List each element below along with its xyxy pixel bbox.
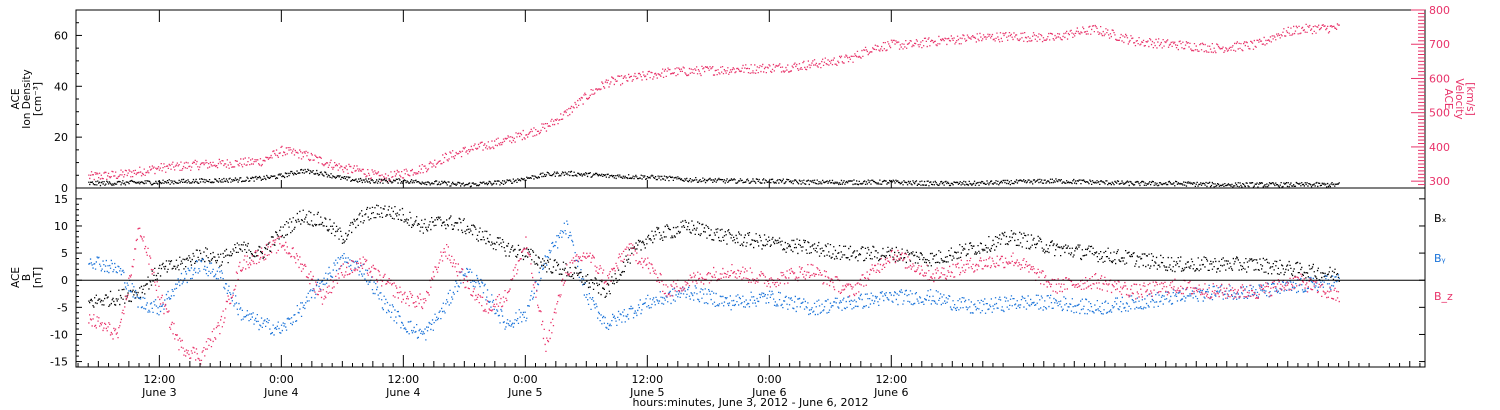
density-axis-title: ACE — [10, 89, 22, 110]
x-tick-time-label: 0:00 — [513, 373, 538, 386]
x-tick-time-label: 12:00 — [144, 373, 176, 386]
velocity-points — [88, 23, 1340, 183]
x-axis-label: hours:minutes, June 3, 2012 - June 6, 20… — [633, 396, 869, 409]
b-tick-label: -10 — [50, 328, 68, 341]
velocity-tick-label: 800 — [1429, 4, 1450, 17]
density-tick-label: 20 — [54, 131, 68, 144]
b-legend-entry: B_z — [1434, 290, 1453, 303]
x-tick-date-label: June 4 — [385, 386, 420, 399]
x-tick-time-label: 12:00 — [875, 373, 907, 386]
labels-layer: 0 20 40 60 300 400 500 600 700 800 -15 -10 -5 0 5 10 15 1… — [10, 4, 1476, 409]
velocity-tick-label: 700 — [1429, 38, 1450, 51]
b-axis-title: B — [21, 274, 33, 281]
density-tick-label: 40 — [54, 80, 68, 93]
density-axis-title: [cm⁻³] — [32, 82, 44, 116]
x-tick-date-label: June 5 — [629, 386, 664, 399]
x-tick-time-label: 12:00 — [387, 373, 419, 386]
b-legend-entry: Bₓ — [1434, 212, 1447, 225]
axes-layer — [75, 9, 1426, 368]
velocity-tick-label: 400 — [1429, 141, 1450, 154]
density-axis-title: Ion Density — [21, 69, 33, 128]
b-tick-label: 5 — [61, 247, 68, 260]
bz-points — [88, 227, 1340, 365]
x-tick-date-label: June 3 — [141, 386, 176, 399]
velocity-tick-label: 500 — [1429, 107, 1450, 120]
density-tick-label: 0 — [61, 182, 68, 195]
velocity-axis-title: ACE — [1442, 89, 1454, 110]
density-points — [88, 168, 1340, 188]
plasma-series-layer — [88, 23, 1340, 188]
bx-points — [88, 204, 1340, 308]
b-tick-label: 0 — [61, 274, 68, 287]
b-axis-title: [nT] — [32, 267, 44, 288]
b-tick-label: -5 — [57, 301, 68, 314]
x-tick-time-label: 0:00 — [757, 373, 782, 386]
b-tick-label: -15 — [50, 356, 68, 369]
b-tick-label: 10 — [54, 220, 68, 233]
x-tick-date-label: June 6 — [751, 386, 786, 399]
velocity-tick-label: 600 — [1429, 72, 1450, 85]
b-axis-title: ACE — [10, 267, 22, 288]
velocity-axis-title: Velocity — [1453, 78, 1465, 119]
magnetic-series-layer — [88, 204, 1340, 365]
velocity-tick-label: 300 — [1429, 175, 1450, 188]
x-tick-date-label: June 6 — [873, 386, 908, 399]
x-tick-time-label: 12:00 — [631, 373, 663, 386]
velocity-axis-title: [km/s] — [1464, 82, 1476, 116]
x-tick-date-label: June 4 — [263, 386, 298, 399]
density-tick-label: 60 — [54, 29, 68, 42]
x-tick-date-label: June 5 — [507, 386, 542, 399]
b-tick-label: 15 — [54, 193, 68, 206]
b-legend-entry: Bᵧ — [1434, 252, 1446, 265]
x-tick-time-label: 0:00 — [269, 373, 294, 386]
